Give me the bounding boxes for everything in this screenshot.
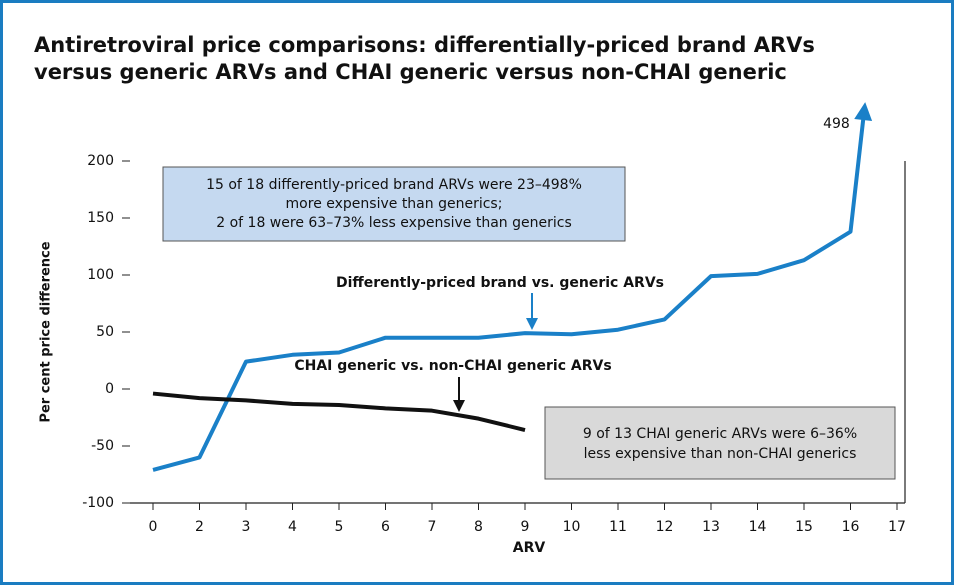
series-line [152, 391, 526, 432]
y-tick-label: 150 [87, 210, 114, 226]
x-tick-label: 8 [474, 519, 483, 535]
chart-title: Antiretroviral price comparisons: differ… [34, 33, 815, 57]
x-axis-label: ARV [513, 540, 546, 556]
x-tick-label: 14 [749, 519, 767, 535]
annotation: 15 of 18 differently-priced brand ARVs w… [206, 177, 582, 193]
x-tick-label: 3 [242, 519, 251, 535]
y-tick-label: -100 [82, 495, 114, 511]
annotation-box [162, 166, 626, 242]
x-tick-label: 0 [149, 519, 158, 535]
y-tick-label: 50 [96, 324, 114, 340]
x-tick-label: 6 [381, 519, 390, 535]
x-tick-label: 9 [521, 519, 530, 535]
series-label: Differently-priced brand vs. generic ARV… [336, 275, 664, 291]
x-tick-label: 11 [609, 519, 627, 535]
annotation: 9 of 13 CHAI generic ARVs were 6–36% [583, 426, 857, 442]
pointer-head [453, 400, 465, 412]
data-label: 498 [823, 116, 850, 132]
y-tick-label: -50 [91, 438, 114, 454]
overflow-arrow [854, 102, 873, 121]
y-axis-label: Per cent price difference [39, 241, 54, 422]
pointer-head [526, 318, 538, 330]
x-tick-label: 13 [702, 519, 720, 535]
x-tick-label: 15 [795, 519, 813, 535]
annotation: less expensive than non-CHAI generics [584, 446, 857, 462]
x-tick-label: 4 [288, 519, 297, 535]
annotation: more expensive than generics; [286, 196, 503, 212]
x-tick-label: 5 [335, 519, 344, 535]
annotation: 2 of 18 were 63–73% less expensive than … [216, 215, 572, 231]
series-line [152, 112, 867, 472]
x-tick-label: 16 [842, 519, 860, 535]
chart-title: versus generic ARVs and CHAI generic ver… [34, 60, 787, 84]
annotation-box [544, 406, 896, 480]
x-tick-label: 2 [195, 519, 204, 535]
x-tick-label: 12 [656, 519, 674, 535]
x-tick-label: 10 [563, 519, 581, 535]
y-tick-label: 100 [87, 267, 114, 283]
series-label: CHAI generic vs. non-CHAI generic ARVs [294, 358, 611, 374]
y-tick-label: 200 [87, 153, 114, 169]
y-tick-label: 0 [105, 381, 114, 397]
x-tick-label: 17 [888, 519, 906, 535]
x-tick-label: 7 [428, 519, 437, 535]
